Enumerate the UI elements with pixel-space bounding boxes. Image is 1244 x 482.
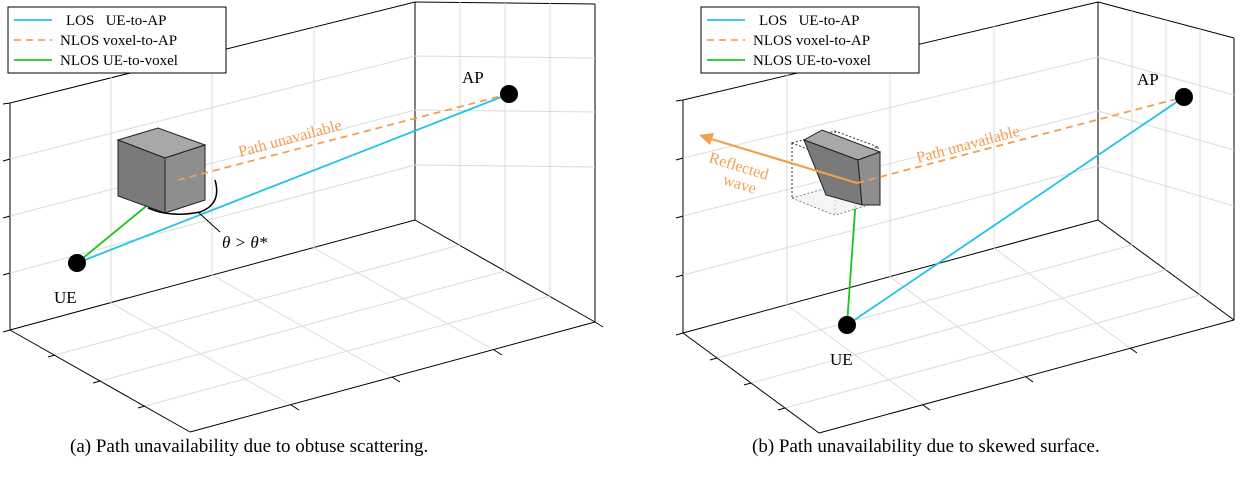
panel-a-ap-marker: [500, 85, 518, 103]
panel-b-ap-marker: [1175, 88, 1193, 106]
panel-a-ue-label: UE: [54, 288, 77, 307]
panel-a-front-edges: [9, 321, 596, 433]
panel-b: AP UE Path unavailable Reflected wave LO…: [675, 1, 1235, 434]
panel-b-path-unavailable-label: Path unavailable: [915, 123, 1022, 167]
panel-b-los-line: [846, 96, 1185, 326]
panel-a-ticks: [2, 102, 604, 411]
panel-b-nlos-voxel-ap-line: [856, 96, 1185, 184]
panel-b-legend-nlos-voxel-ap: NLOS voxel-to-AP: [753, 33, 870, 49]
panel-a-nlos-voxel-ap-line: [177, 93, 510, 181]
panel-b-grid: [682, 11, 1235, 409]
panel-a-caption: (a) Path unavailability due to obtuse sc…: [70, 436, 429, 457]
panel-a-ap-label: AP: [462, 68, 484, 87]
panel-a-path-unavailable-label: Path unavailable: [237, 117, 344, 161]
panel-b-ghost-floor: [792, 186, 878, 215]
panel-a-legend-nlos-ue-voxel: NLOS UE-to-voxel: [60, 53, 178, 69]
panel-a-voxel-cube: [116, 127, 207, 214]
panel-a-legend-nlos-voxel-ap: NLOS voxel-to-AP: [60, 33, 177, 49]
panel-b-front-edges: [682, 319, 1235, 434]
panel-a-angle-label: θ > θ*: [222, 233, 268, 252]
panel-a-ue-marker: [68, 254, 86, 272]
panel-b-ap-label: AP: [1137, 70, 1159, 89]
panel-a-los-line: [76, 93, 510, 264]
panel-b-reflected-wave-arrowhead: [699, 133, 714, 145]
panel-b-ue-label: UE: [830, 350, 853, 369]
panel-a-angle-arc: [147, 179, 218, 215]
panel-a-legend-los: LOS UE-to-AP: [66, 13, 166, 29]
panel-b-legend-nlos-ue-voxel: NLOS UE-to-voxel: [753, 53, 871, 69]
panel-b-ticks: [675, 99, 1138, 411]
panel-b-ue-marker: [838, 316, 856, 334]
panel-b-caption: (b) Path unavailability due to skewed su…: [752, 436, 1100, 457]
panel-b-legend: LOS UE-to-AP NLOS voxel-to-AP NLOS UE-to…: [700, 6, 920, 74]
panel-a: AP UE Path unavailable θ > θ* LOS UE-to-…: [2, 1, 604, 433]
panel-b-legend-los: LOS UE-to-AP: [759, 13, 859, 29]
panel-b-skewed-voxel: [802, 129, 882, 206]
panel-b-reflected-wave-arrow: [707, 136, 858, 185]
panel-a-legend: LOS UE-to-AP NLOS voxel-to-AP NLOS UE-to…: [7, 6, 227, 74]
panel-a-angle-pointer: [197, 211, 221, 233]
panel-a-grid: [9, 2, 596, 407]
